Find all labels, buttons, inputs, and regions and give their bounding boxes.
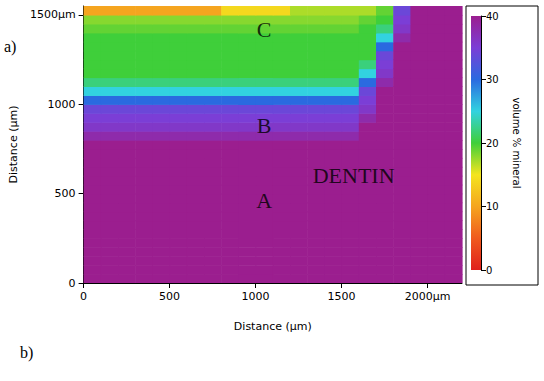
svg-text:0: 0 xyxy=(486,265,492,276)
svg-text:0: 0 xyxy=(80,290,87,303)
svg-text:A: A xyxy=(256,188,272,213)
svg-text:b): b) xyxy=(20,344,33,362)
svg-text:B: B xyxy=(257,113,272,138)
svg-text:1500: 1500 xyxy=(328,290,356,303)
svg-text:2000µm: 2000µm xyxy=(405,290,451,303)
svg-text:500: 500 xyxy=(159,290,180,303)
svg-text:volume % mineral: volume % mineral xyxy=(511,98,522,189)
svg-text:30: 30 xyxy=(486,74,499,85)
svg-text:1000: 1000 xyxy=(242,290,270,303)
svg-text:DENTIN: DENTIN xyxy=(313,163,395,188)
svg-text:1000: 1000 xyxy=(48,98,76,111)
svg-text:500: 500 xyxy=(55,187,76,200)
svg-text:C: C xyxy=(257,17,272,42)
svg-text:a): a) xyxy=(4,38,16,56)
svg-text:1500µm: 1500µm xyxy=(30,8,76,21)
svg-text:Distance (µm): Distance (µm) xyxy=(234,320,312,333)
svg-text:20: 20 xyxy=(486,138,499,149)
svg-text:Distance (µm): Distance (µm) xyxy=(7,106,20,184)
svg-text:10: 10 xyxy=(486,201,499,212)
svg-text:40: 40 xyxy=(486,11,499,22)
svg-text:0: 0 xyxy=(69,277,76,290)
